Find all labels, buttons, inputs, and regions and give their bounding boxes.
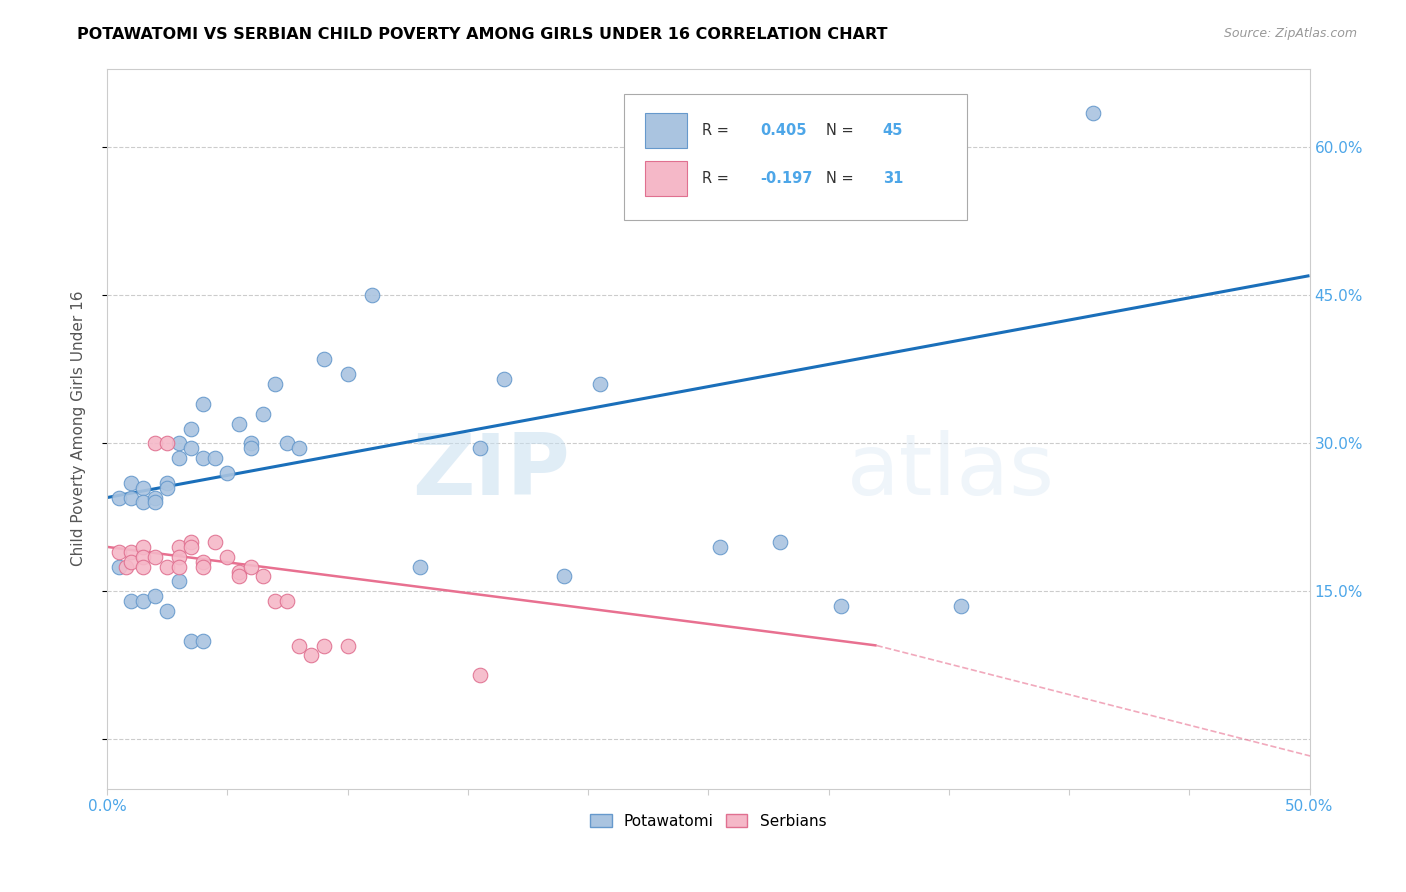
Point [288, 639, 311, 653]
Point [193, 555, 215, 569]
Point [108, 491, 131, 505]
Point [167, 436, 190, 450]
Point [132, 549, 155, 564]
Point [492, 372, 515, 386]
Point [156, 559, 179, 574]
Point [276, 594, 298, 608]
FancyBboxPatch shape [644, 161, 686, 196]
Point [108, 559, 131, 574]
Point [264, 377, 287, 392]
Point [336, 368, 359, 382]
Legend: Potawatomi, Serbians: Potawatomi, Serbians [585, 807, 832, 835]
Point [336, 639, 359, 653]
Point [180, 421, 202, 435]
Point [204, 451, 226, 466]
Point [217, 549, 239, 564]
Point [709, 540, 731, 554]
Point [252, 407, 274, 421]
Y-axis label: Child Poverty Among Girls Under 16: Child Poverty Among Girls Under 16 [72, 291, 86, 566]
Point [276, 436, 298, 450]
Point [193, 451, 215, 466]
Text: -0.197: -0.197 [761, 171, 813, 186]
Point [143, 436, 166, 450]
Point [143, 491, 166, 505]
Point [132, 594, 155, 608]
Point [240, 436, 263, 450]
Text: ZIP: ZIP [412, 430, 569, 513]
Point [1081, 106, 1104, 120]
Point [301, 648, 323, 663]
Point [156, 604, 179, 618]
Text: Source: ZipAtlas.com: Source: ZipAtlas.com [1223, 27, 1357, 40]
Text: N =: N = [827, 123, 859, 138]
Point [228, 417, 250, 431]
Point [240, 442, 263, 456]
Point [132, 559, 155, 574]
Text: 45: 45 [883, 123, 903, 138]
Text: R =: R = [702, 123, 734, 138]
Point [156, 436, 179, 450]
Point [468, 668, 491, 682]
Point [180, 442, 202, 456]
Point [180, 535, 202, 549]
Point [108, 545, 131, 559]
Point [120, 555, 142, 569]
Point [143, 549, 166, 564]
Point [769, 535, 792, 549]
Point [132, 495, 155, 509]
Point [589, 377, 612, 392]
Text: 0.405: 0.405 [761, 123, 807, 138]
Point [204, 535, 226, 549]
Point [180, 540, 202, 554]
Point [167, 451, 190, 466]
Point [167, 540, 190, 554]
Point [143, 495, 166, 509]
Point [193, 397, 215, 411]
Text: N =: N = [827, 171, 859, 186]
Point [193, 633, 215, 648]
Point [120, 545, 142, 559]
Point [115, 559, 138, 574]
Point [409, 559, 432, 574]
Point [228, 569, 250, 583]
Point [288, 442, 311, 456]
Point [120, 491, 142, 505]
Point [120, 594, 142, 608]
Point [228, 565, 250, 579]
Point [143, 589, 166, 603]
FancyBboxPatch shape [644, 113, 686, 148]
Point [180, 633, 202, 648]
Point [193, 559, 215, 574]
Point [553, 569, 575, 583]
FancyBboxPatch shape [624, 94, 967, 219]
Text: POTAWATOMI VS SERBIAN CHILD POVERTY AMONG GIRLS UNDER 16 CORRELATION CHART: POTAWATOMI VS SERBIAN CHILD POVERTY AMON… [77, 27, 887, 42]
Point [949, 599, 972, 613]
Text: atlas: atlas [846, 430, 1054, 513]
Point [468, 442, 491, 456]
Point [312, 352, 335, 367]
Point [167, 549, 190, 564]
Point [264, 594, 287, 608]
Text: R =: R = [702, 171, 734, 186]
Point [167, 559, 190, 574]
Point [167, 574, 190, 589]
Point [360, 288, 382, 302]
Point [252, 569, 274, 583]
Point [156, 475, 179, 490]
Point [830, 599, 852, 613]
Point [312, 639, 335, 653]
Point [240, 559, 263, 574]
Text: 31: 31 [883, 171, 903, 186]
Point [132, 540, 155, 554]
Point [156, 481, 179, 495]
Point [120, 475, 142, 490]
Point [132, 481, 155, 495]
Point [217, 466, 239, 480]
